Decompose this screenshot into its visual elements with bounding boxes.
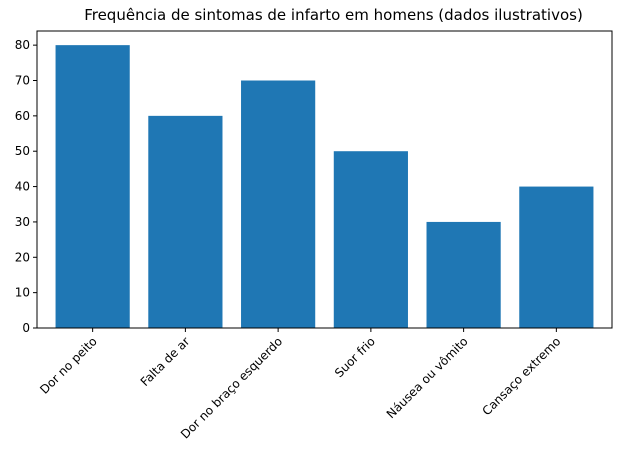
y-tick-label-7: 70 xyxy=(15,74,30,88)
x-tick-label-3: Suor frio xyxy=(332,334,378,380)
chart-title: Frequência de sintomas de infarto em hom… xyxy=(84,6,583,24)
x-tick-label-4: Náusea ou vômito xyxy=(384,334,471,421)
y-tick-label-2: 20 xyxy=(15,250,30,264)
y-tick-label-0: 0 xyxy=(22,321,30,335)
y-tick-label-4: 40 xyxy=(15,180,30,194)
x-tick-label-0: Dor no peito xyxy=(37,334,100,397)
x-tick-label-2: Dor no braço esquerdo xyxy=(178,334,285,441)
bar-5 xyxy=(519,186,594,328)
y-tick-label-5: 50 xyxy=(15,144,30,158)
x-tick-label-1: Falta de ar xyxy=(138,334,193,389)
bar-4 xyxy=(426,221,501,328)
y-tick-label-1: 10 xyxy=(15,286,30,300)
y-tick-label-6: 60 xyxy=(15,109,30,123)
plot-frame xyxy=(36,30,613,329)
bars-layer xyxy=(55,45,594,329)
y-tick-label-3: 30 xyxy=(15,215,30,229)
x-tick-label-5: Cansaço extremo xyxy=(479,334,563,418)
bar-3 xyxy=(333,151,408,328)
axes-layer xyxy=(36,30,613,329)
bar-2 xyxy=(241,80,316,328)
bar-1 xyxy=(148,115,223,328)
y-tick-label-8: 80 xyxy=(15,38,30,52)
bar-0 xyxy=(55,45,130,329)
